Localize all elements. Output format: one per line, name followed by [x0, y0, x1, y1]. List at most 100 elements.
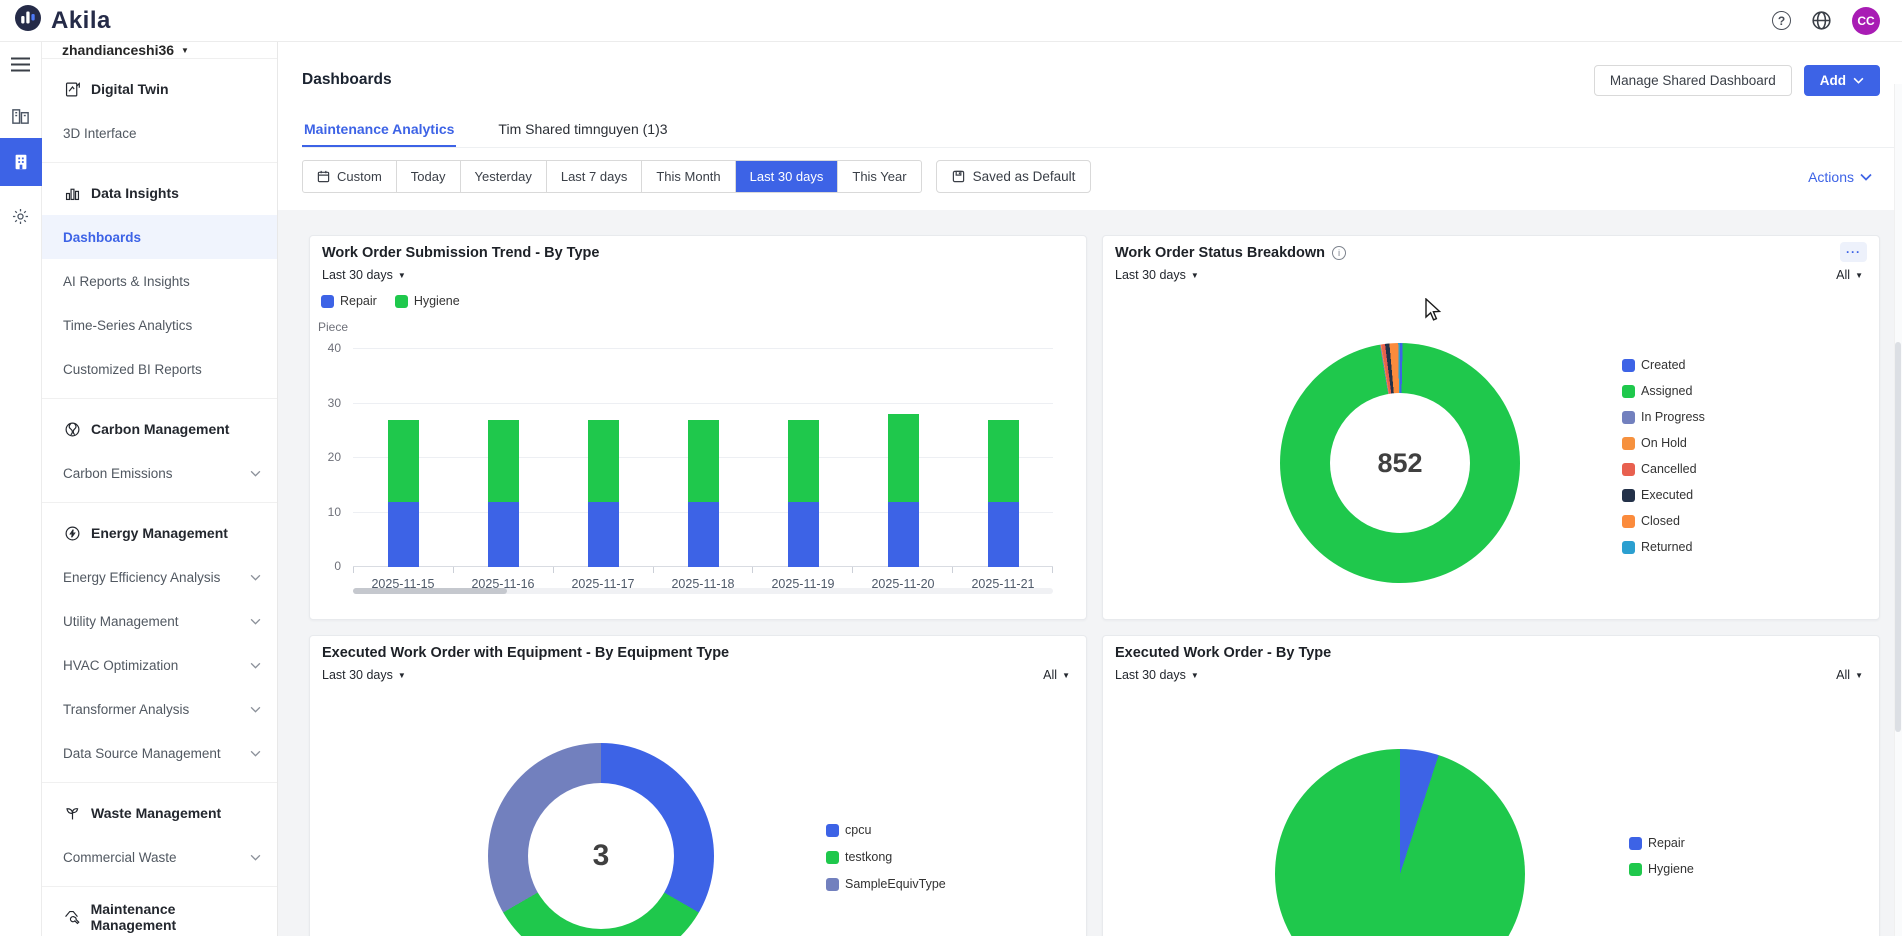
sidebar-item-3d-interface[interactable]: 3D Interface [63, 125, 137, 141]
page-scrollbar-track[interactable] [1894, 84, 1902, 936]
filter-custom[interactable]: Custom [303, 161, 396, 192]
legend-item-testkong[interactable]: testkong [826, 850, 946, 864]
sidebar-item-data-source-management[interactable]: Data Source Management [42, 731, 277, 775]
tab-maintenance-analytics[interactable]: Maintenance Analytics [302, 112, 457, 147]
legend-item-hygiene[interactable]: Hygiene [1629, 862, 1694, 876]
tab-tim-shared[interactable]: Tim Shared timnguyen (1)3 [498, 121, 668, 137]
chart-hscrollbar-track[interactable] [353, 588, 1053, 594]
brand-name: Akila [51, 6, 111, 34]
avatar[interactable]: CC [1852, 6, 1880, 35]
card-title: Executed Work Order with Equipment - By … [322, 645, 730, 661]
caret-down-icon: ▼ [1855, 270, 1863, 280]
card-work-order-status-breakdown: Work Order Status Breakdown i ··· Last 3… [1102, 235, 1880, 620]
caret-down-icon: ▼ [181, 45, 189, 55]
legend-swatch [1629, 836, 1642, 850]
help-icon[interactable]: ? [1772, 11, 1791, 30]
legend-swatch [321, 294, 334, 308]
filter-last-30-days-selected[interactable]: Last 30 days [734, 161, 838, 192]
page-scrollbar-thumb[interactable] [1895, 342, 1901, 732]
more-options-button[interactable]: ··· [1840, 242, 1867, 262]
status-donut-chart: 852 [1280, 343, 1520, 583]
brand-logo[interactable]: Akila [14, 4, 111, 37]
range-dropdown[interactable]: Last 30 days ▼ [322, 268, 406, 282]
scope-dropdown[interactable]: All ▼ [1836, 668, 1863, 682]
scope-dropdown[interactable]: All ▼ [1043, 668, 1070, 682]
wrench-icon [63, 909, 81, 926]
legend-item-sampleequivtype[interactable]: SampleEquivType [826, 877, 946, 891]
filter-today[interactable]: Today [395, 161, 460, 192]
card-executed-wo-equipment: Executed Work Order with Equipment - By … [309, 635, 1087, 936]
sidebar-item-carbon-emissions[interactable]: Carbon Emissions [42, 451, 277, 495]
legend-item-cpcu[interactable]: cpcu [826, 823, 946, 837]
chevron-down-icon [250, 470, 261, 477]
legend-item-cancelled[interactable]: Cancelled [1622, 462, 1705, 476]
legend-item-repair[interactable]: Repair [1629, 836, 1694, 850]
rail-settings-gear-icon[interactable] [0, 194, 42, 238]
y-axis-name: Piece [318, 320, 349, 334]
sidebar-item-ai-reports[interactable]: AI Reports & Insights [63, 273, 190, 289]
legend-item-assigned[interactable]: Assigned [1622, 384, 1705, 398]
donut-hole: 3 [528, 783, 674, 929]
main-content: Dashboards Manage Shared Dashboard Add M… [278, 42, 1902, 936]
workspace-name: zhandianceshi36 [62, 42, 175, 58]
sidebar-item-dashboards[interactable]: Dashboards [42, 215, 277, 259]
section-energy-management[interactable]: Energy Management [42, 511, 277, 555]
range-dropdown[interactable]: Last 30 days ▼ [322, 668, 406, 682]
legend-swatch [394, 294, 408, 308]
range-dropdown[interactable]: Last 30 days ▼ [1115, 268, 1199, 282]
sidebar-item-utility-management[interactable]: Utility Management [42, 599, 277, 643]
filter-this-year[interactable]: This Year [837, 161, 920, 192]
legend-item-closed[interactable]: Closed [1622, 514, 1705, 528]
card-title: Work Order Status Breakdown i [1115, 245, 1347, 261]
sidebar-item-energy-efficiency[interactable]: Energy Efficiency Analysis [42, 555, 277, 599]
nav-sections: Digital Twin 3D Interface Data Insights … [42, 59, 277, 936]
rail-portfolio-icon[interactable] [0, 94, 42, 138]
page-title: Dashboards [302, 71, 392, 88]
legend-swatch [1622, 462, 1635, 476]
section-data-insights[interactable]: Data Insights [42, 171, 277, 215]
section-carbon-management[interactable]: Carbon Management [42, 407, 277, 451]
actions-dropdown[interactable]: Actions [1808, 169, 1872, 185]
range-dropdown[interactable]: Last 30 days ▼ [1115, 668, 1199, 682]
language-globe-icon[interactable] [1811, 10, 1832, 31]
section-maintenance-management[interactable]: Maintenance Management [42, 895, 277, 936]
manage-shared-dashboard-button[interactable]: Manage Shared Dashboard [1593, 64, 1792, 96]
rail-building-icon-selected[interactable] [0, 138, 42, 186]
menu-toggle-icon[interactable] [0, 42, 42, 86]
icon-rail [0, 42, 42, 936]
sidebar-item-time-series[interactable]: Time-Series Analytics [63, 317, 193, 333]
sidebar-item-transformer-analysis[interactable]: Transformer Analysis [42, 687, 277, 731]
legend-item-repair[interactable]: Repair [321, 294, 377, 308]
filter-yesterday[interactable]: Yesterday [459, 161, 546, 192]
filter-last-7-days[interactable]: Last 7 days [545, 161, 642, 192]
x-axis-ticks [353, 567, 1054, 573]
legend-item-created[interactable]: Created [1622, 358, 1705, 372]
sidebar-item-customized-bi[interactable]: Customized BI Reports [63, 361, 202, 377]
caret-down-icon: ▼ [1855, 670, 1863, 680]
legend-item-on-hold[interactable]: On Hold [1622, 436, 1705, 450]
section-waste-management[interactable]: Waste Management [42, 791, 277, 835]
filter-this-month[interactable]: This Month [641, 161, 734, 192]
legend-item-hygiene[interactable]: Hygiene [394, 294, 460, 308]
legend-item-in-progress[interactable]: In Progress [1622, 410, 1705, 424]
equipment-donut-chart: 3 [488, 743, 714, 936]
info-icon[interactable]: i [1332, 246, 1347, 260]
chart-hscrollbar-thumb[interactable] [353, 588, 507, 594]
saved-as-default-button[interactable]: Saved as Default [935, 160, 1092, 193]
section-digital-twin[interactable]: Digital Twin [42, 67, 277, 111]
add-button[interactable]: Add [1803, 64, 1880, 96]
legend-swatch [826, 850, 839, 864]
bar-chart-icon [63, 185, 81, 202]
sidebar-item-hvac-optimization[interactable]: HVAC Optimization [42, 643, 277, 687]
chevron-down-icon [1853, 77, 1864, 84]
chevron-down-icon [250, 854, 261, 861]
workspace-selector[interactable]: zhandianceshi36 ▼ [42, 42, 277, 59]
chart-legend: cpcu testkong SampleEquivType [826, 823, 946, 891]
akila-logo-icon [14, 4, 42, 37]
calendar-icon [317, 170, 330, 183]
sidebar-item-commercial-waste[interactable]: Commercial Waste [42, 835, 277, 879]
bar-plot: 0 10 20 30 40 [328, 341, 1053, 573]
legend-item-executed[interactable]: Executed [1622, 488, 1705, 502]
legend-item-returned[interactable]: Returned [1622, 540, 1705, 554]
scope-dropdown[interactable]: All ▼ [1836, 268, 1863, 282]
